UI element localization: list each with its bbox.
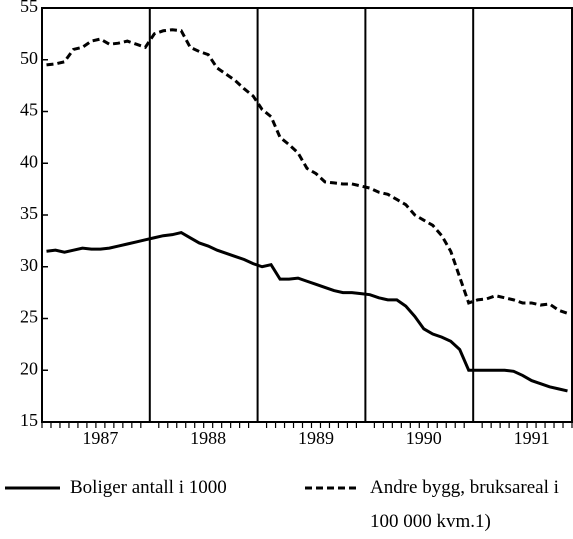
- y-tick-label: 50: [20, 48, 38, 68]
- y-tick-label: 55: [20, 0, 38, 16]
- y-tick-label: 25: [20, 307, 38, 327]
- x-tick-label: 1991: [514, 428, 550, 448]
- y-tick-label: 20: [20, 358, 38, 378]
- y-tick-label: 40: [20, 151, 38, 171]
- x-tick-label: 1987: [82, 428, 118, 448]
- y-tick-label: 35: [20, 203, 38, 223]
- y-tick-label: 45: [20, 100, 38, 120]
- x-tick-label: 1990: [406, 428, 442, 448]
- legend-label: Boliger antall i 1000: [70, 477, 227, 498]
- legend-label: Andre bygg, bruksareal i 100 000 kvm.1): [370, 477, 559, 532]
- series-line: [46, 28, 568, 315]
- y-tick-label: 30: [20, 255, 38, 275]
- x-tick-label: 1988: [190, 428, 226, 448]
- x-tick-label: 1989: [298, 428, 334, 448]
- plot-frame: [41, 7, 573, 423]
- series-line: [46, 231, 568, 393]
- y-tick-label: 15: [20, 410, 38, 430]
